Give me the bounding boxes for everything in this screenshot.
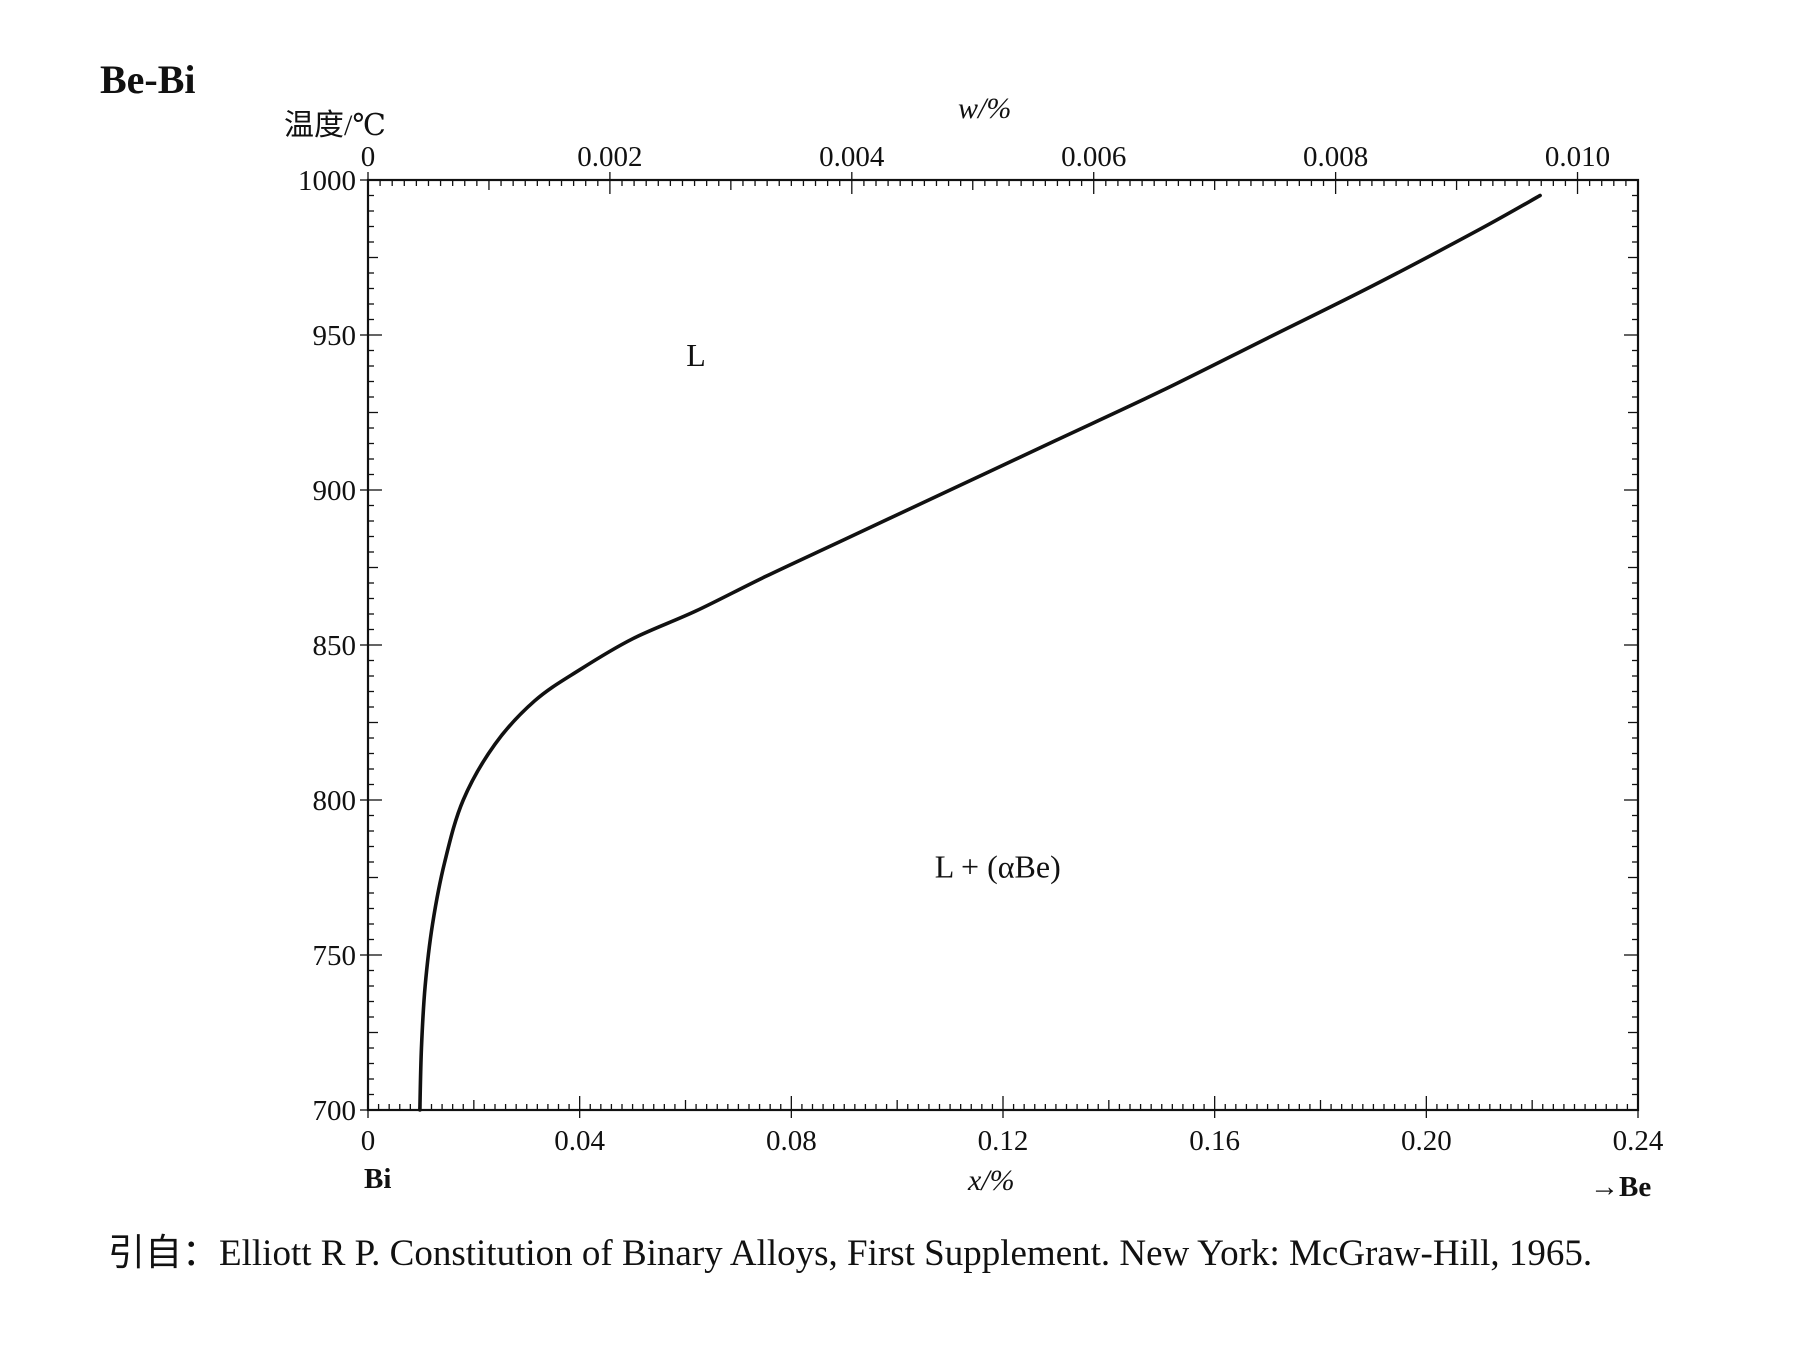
x-tick-label: 0.08 [766, 1125, 817, 1157]
y-tick-label: 750 [313, 940, 357, 972]
right-element-label: →Be [1590, 1171, 1651, 1203]
phase-region-label: L + (αBe) [935, 849, 1061, 885]
top-x-tick-label: 0 [361, 141, 376, 173]
left-element-label: Bi [364, 1163, 391, 1195]
x-tick-label: 0.24 [1613, 1125, 1664, 1157]
y-tick-label: 700 [313, 1095, 357, 1127]
liquidus-curve-group [418, 193, 1542, 1112]
x-axis-title: x/% [967, 1164, 1015, 1197]
x-tick-label: 0.12 [978, 1125, 1029, 1157]
y-tick-label: 850 [313, 630, 357, 662]
plot-frame [366, 178, 1640, 1112]
plot-border [366, 178, 1640, 1112]
y-axis-title: 温度/℃ [284, 109, 386, 142]
top-x-tick-label: 0.008 [1303, 141, 1368, 173]
y-tick-label: 1000 [298, 165, 356, 197]
x-tick-label: 0 [361, 1125, 376, 1157]
axis-tick-labels: 0 0.04 0.08 0.12 0.16 0.20 0.24 700 750 800 850 900… [298, 141, 1664, 1157]
phase-region-label: L [686, 337, 706, 373]
top-x-tick-label: 0.006 [1061, 141, 1126, 173]
liquidus-line [418, 193, 1542, 1112]
x-tick-label: 0.04 [554, 1125, 605, 1157]
x-tick-label: 0.20 [1401, 1125, 1452, 1157]
top-x-axis-title: w/% [958, 92, 1011, 125]
y-tick-label: 900 [313, 475, 357, 507]
axis-ticks [360, 172, 1639, 1118]
source-citation: 引自：Elliott R P. Constitution of Binary A… [108, 1233, 1593, 1274]
top-x-tick-label: 0.002 [577, 141, 642, 173]
y-tick-label: 950 [313, 320, 357, 352]
region-labels: L L + (αBe) [686, 337, 1060, 885]
x-tick-label: 0.16 [1189, 1125, 1240, 1157]
y-tick-label: 800 [313, 785, 357, 817]
top-x-tick-label: 0.010 [1545, 141, 1610, 173]
top-x-tick-label: 0.004 [819, 141, 885, 173]
chart-title: Be-Bi [100, 57, 196, 102]
